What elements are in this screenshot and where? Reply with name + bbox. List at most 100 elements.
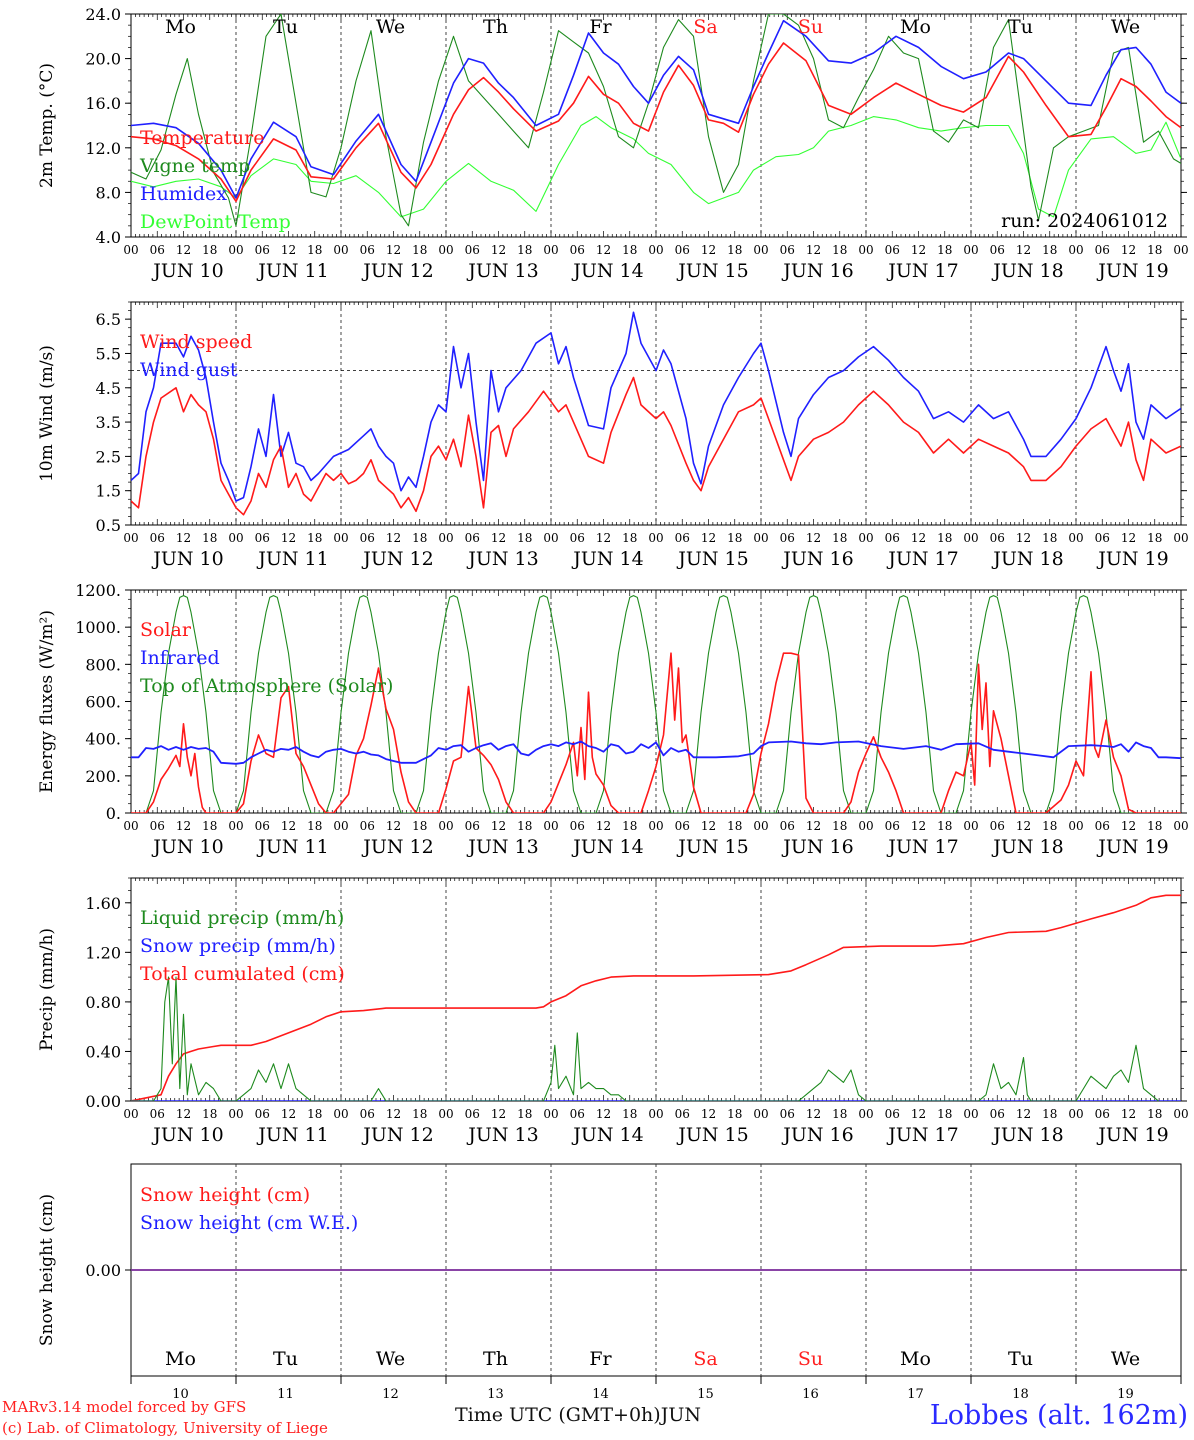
hour-tick-label: 18 <box>1147 819 1162 833</box>
legend-entry: Snow precip (mm/h) <box>140 935 336 957</box>
hour-tick-label: 18 <box>202 819 217 833</box>
y-tick-label: 24.0 <box>85 5 121 24</box>
series-line <box>131 595 1181 813</box>
hour-tick-label: 06 <box>990 819 1005 833</box>
hour-tick-label: 18 <box>832 531 847 545</box>
day-name-top: We <box>1111 16 1140 38</box>
y-tick-label: 8.0 <box>96 183 121 202</box>
hour-tick-label: 00 <box>1068 1107 1083 1121</box>
panel-frame <box>130 589 1182 814</box>
legend-entry: DewPoint Temp <box>140 211 291 233</box>
hour-tick-label: 12 <box>806 1107 821 1121</box>
date-label: JUN 12 <box>361 836 433 858</box>
day-name-top: Mo <box>900 16 931 38</box>
hour-tick-label: 18 <box>622 819 637 833</box>
day-number: 13 <box>487 1387 504 1402</box>
hour-tick-label: 06 <box>780 1107 795 1121</box>
x-axis-title: Time UTC (GMT+0h)JUN <box>455 1404 701 1426</box>
date-label: JUN 15 <box>676 1124 748 1146</box>
date-label: JUN 17 <box>886 548 958 570</box>
hour-tick-label: 00 <box>333 819 348 833</box>
series-line <box>131 740 1181 765</box>
y-axis-label: 10m Wind (m/s) <box>37 345 57 482</box>
hour-tick-label: 06 <box>150 531 165 545</box>
hour-tick-label: 18 <box>307 243 322 257</box>
hour-tick-label: 06 <box>780 243 795 257</box>
hour-tick-label: 18 <box>1042 1107 1057 1121</box>
hour-tick-label: 06 <box>885 531 900 545</box>
hour-tick-label: 06 <box>570 1107 585 1121</box>
date-label: JUN 10 <box>151 836 223 858</box>
y-tick-label: 600. <box>85 693 121 712</box>
y-tick-label: 1200. <box>75 581 121 600</box>
hour-tick-label: 06 <box>1095 1107 1110 1121</box>
hour-tick-label: 00 <box>648 819 663 833</box>
hour-tick-label: 12 <box>911 819 926 833</box>
model-credit: MARv3.14 model forced by GFS <box>2 1398 247 1416</box>
date-label: JUN 11 <box>256 1124 328 1146</box>
hour-tick-label: 12 <box>281 531 296 545</box>
hour-tick-label: 06 <box>360 1107 375 1121</box>
date-label: JUN 17 <box>886 260 958 282</box>
date-label: JUN 17 <box>886 1124 958 1146</box>
date-label: JUN 19 <box>1096 548 1168 570</box>
hour-tick-label: 00 <box>228 1107 243 1121</box>
hour-tick-label: 00 <box>1173 819 1188 833</box>
hour-tick-label: 06 <box>1095 243 1110 257</box>
legend-entry: Liquid precip (mm/h) <box>140 907 344 929</box>
hour-tick-label: 00 <box>858 819 873 833</box>
hour-tick-label: 06 <box>255 243 270 257</box>
y-tick-label: 800. <box>85 655 121 674</box>
hour-tick-label: 00 <box>438 819 453 833</box>
hour-tick-label: 12 <box>701 243 716 257</box>
hour-tick-label: 18 <box>622 531 637 545</box>
hour-tick-label: 00 <box>963 243 978 257</box>
hour-tick-label: 12 <box>596 243 611 257</box>
hour-tick-label: 18 <box>937 243 952 257</box>
hour-tick-label: 06 <box>255 819 270 833</box>
hour-tick-label: 18 <box>202 1107 217 1121</box>
hour-tick-label: 12 <box>911 1107 926 1121</box>
y-tick-label: 4.0 <box>96 228 121 247</box>
hour-tick-label: 18 <box>202 243 217 257</box>
y-tick-label: 20.0 <box>85 50 121 69</box>
hour-tick-label: 18 <box>622 1107 637 1121</box>
day-name-bottom: Tu <box>273 1348 298 1370</box>
hour-tick-label: 12 <box>701 1107 716 1121</box>
hour-tick-label: 00 <box>438 531 453 545</box>
y-tick-label: 400. <box>85 730 121 749</box>
hour-tick-label: 06 <box>675 819 690 833</box>
hour-tick-label: 12 <box>701 819 716 833</box>
hour-tick-label: 06 <box>570 243 585 257</box>
date-label: JUN 16 <box>781 548 853 570</box>
hour-tick-label: 06 <box>1095 531 1110 545</box>
y-axis-label: 2m Temp. (°C) <box>37 63 57 188</box>
hour-tick-label: 18 <box>832 1107 847 1121</box>
hour-tick-label: 06 <box>990 531 1005 545</box>
date-label: JUN 10 <box>151 1124 223 1146</box>
hour-tick-label: 06 <box>465 243 480 257</box>
hour-tick-label: 12 <box>806 243 821 257</box>
y-tick-label: 2.5 <box>96 447 121 466</box>
hour-tick-label: 12 <box>491 243 506 257</box>
hour-tick-label: 00 <box>1068 243 1083 257</box>
hour-tick-label: 18 <box>622 243 637 257</box>
hour-tick-label: 06 <box>360 531 375 545</box>
y-tick-label: 4.5 <box>96 379 121 398</box>
panel-2: 00 06 12 18 00 06 12 18 00 06 12 18 00 06 12 18 00 06 12 18… <box>37 301 1189 570</box>
hour-tick-label: 00 <box>228 243 243 257</box>
hour-tick-label: 00 <box>438 1107 453 1121</box>
hour-tick-label: 06 <box>570 819 585 833</box>
hour-tick-label: 00 <box>648 1107 663 1121</box>
hour-tick-label: 12 <box>806 819 821 833</box>
date-label: JUN 11 <box>256 548 328 570</box>
day-number: 12 <box>382 1387 399 1402</box>
y-tick-label: 0.00 <box>85 1261 121 1280</box>
hour-tick-label: 18 <box>307 819 322 833</box>
legend-entry: Humidex <box>140 183 227 205</box>
lab-credit: (c) Lab. of Climatology, University of L… <box>2 1419 328 1437</box>
day-name-bottom: Sa <box>693 1348 717 1370</box>
series-line <box>131 376 1181 516</box>
